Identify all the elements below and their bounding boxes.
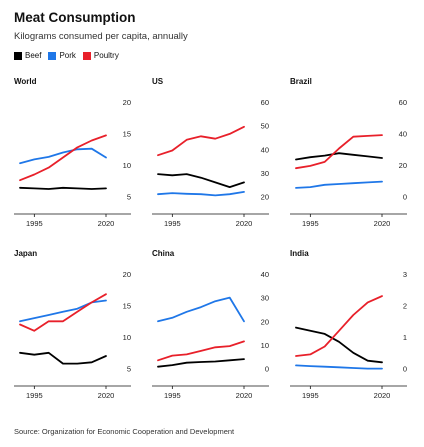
series-line-poultry [295,134,383,170]
y-tick-label: 30 [261,294,269,303]
y-tick-label: 0 [403,193,407,202]
panel-japan: Japan 5 10 15 20 1995 2020 [14,249,131,400]
chart-title: Meat Consumption [14,10,136,25]
legend-label-beef: Beef [25,51,42,60]
series-line-beef [19,186,107,190]
panel-title-brazil: Brazil [290,77,312,86]
legend-swatch-pork [48,51,57,60]
y-tick-label: 10 [261,341,269,350]
y-tick-label: 15 [123,130,131,139]
x-tick-label: 1995 [26,219,43,228]
x-tick-label: 1995 [164,391,181,400]
y-tick-label: 10 [123,333,131,342]
legend-swatch-poultry [82,51,91,60]
series-line-pork [19,299,107,323]
series-line-poultry [295,295,383,357]
y-tick-label: 40 [399,130,407,139]
legend: Beef Pork Poultry [14,51,119,60]
series-line-beef [295,152,383,161]
y-tick-label: 30 [261,169,269,178]
x-tick-label: 1995 [164,219,181,228]
x-tick-label: 1995 [26,391,43,400]
series-line-beef [19,351,107,365]
x-tick-label: 2020 [236,219,253,228]
x-tick-label: 2020 [374,219,391,228]
y-tick-label: 5 [127,365,131,374]
series-line-beef [295,326,383,364]
y-tick-label: 60 [261,98,269,107]
y-tick-label: 40 [261,270,269,279]
chart-subtitle: Kilograms consumed per capita, annually [14,31,188,42]
series-line-poultry [157,125,245,157]
x-tick-label: 2020 [236,391,253,400]
y-tick-label: 20 [123,98,131,107]
y-tick-label: 10 [123,161,131,170]
y-tick-label: 15 [123,302,131,311]
panel-us: US 20 30 40 50 60 1995 2020 [152,77,269,228]
y-tick-label: 2 [403,302,407,311]
y-tick-label: 60 [399,98,407,107]
y-tick-label: 50 [261,122,269,131]
source-note: Source: Organization for Economic Cooper… [14,427,235,436]
panel-title-china: China [152,249,175,258]
panel-china: China 0 10 20 30 40 1995 2020 [152,249,269,400]
series-line-poultry [157,340,245,362]
series-line-beef [157,173,245,188]
y-tick-label: 20 [123,270,131,279]
y-tick-label: 5 [127,193,131,202]
series-line-poultry [19,134,107,182]
y-tick-label: 1 [403,333,407,342]
panel-title-japan: Japan [14,249,37,258]
series-line-pork [295,364,383,370]
y-tick-label: 20 [399,161,407,170]
y-tick-label: 0 [265,365,269,374]
y-tick-label: 3 [403,270,407,279]
panel-india: India 0 1 2 3 1995 2020 [290,249,407,400]
legend-label-poultry: Poultry [93,51,119,60]
series-line-pork [157,191,245,197]
y-tick-label: 20 [261,317,269,326]
x-tick-label: 2020 [98,391,115,400]
legend-swatch-beef [14,51,22,60]
legend-item-poultry: Poultry [82,51,119,60]
legend-item-pork: Pork [48,51,76,60]
legend-item-beef: Beef [14,51,41,60]
x-tick-label: 1995 [302,219,319,228]
y-tick-label: 0 [403,365,407,374]
legend-label-pork: Pork [59,51,76,60]
x-tick-label: 2020 [374,391,391,400]
panel-title-world: World [14,77,37,86]
series-line-pork [19,147,107,165]
series-line-pork [295,180,383,189]
panel-brazil: Brazil 0 20 40 60 1995 2020 [290,77,407,228]
panel-title-india: India [290,249,309,258]
y-tick-label: 40 [261,145,269,154]
x-tick-label: 2020 [98,219,115,228]
x-tick-label: 1995 [302,391,319,400]
panel-title-us: US [152,77,164,86]
panel-world: World 5 10 15 20 1995 2020 [14,77,131,228]
y-tick-label: 20 [261,193,269,202]
series-line-poultry [19,293,107,332]
series-line-beef [157,358,245,368]
series-line-pork [157,296,245,323]
